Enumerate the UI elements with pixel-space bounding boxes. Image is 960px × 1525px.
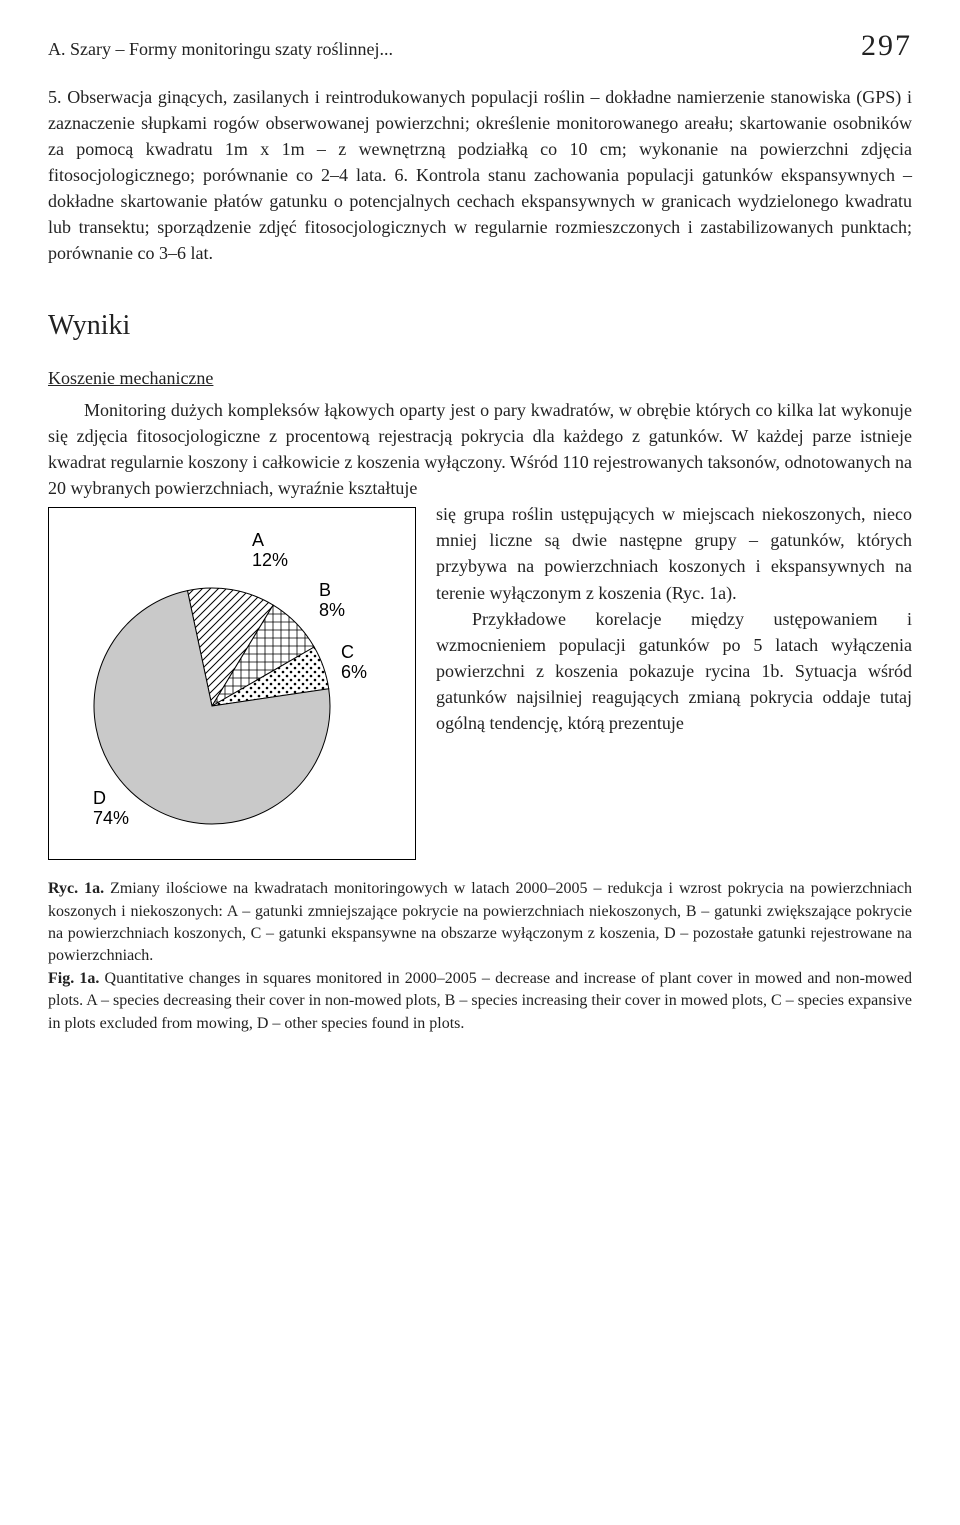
results-side-paragraph-1: się grupa roślin ustępujących w miejscac… — [436, 501, 912, 605]
caption-ryc-text: Zmiany ilościowe na kwadratach monitorin… — [48, 880, 912, 964]
pie-percent-c: 6% — [341, 662, 367, 682]
pie-percent-d: 74% — [93, 808, 129, 828]
pie-percent-a: 12% — [252, 550, 288, 570]
caption-fig-label: Fig. 1a. — [48, 970, 99, 987]
results-side-column: się grupa roślin ustępujących w miejscac… — [436, 501, 912, 736]
pie-chart-panel: A12% B8% C6% D74% — [48, 507, 416, 860]
pie-label-c: C — [341, 642, 354, 662]
page-number: 297 — [861, 24, 912, 68]
running-title: A. Szary – Formy monitoringu szaty rośli… — [48, 36, 393, 62]
figure-caption: Ryc. 1a. Zmiany ilościowe na kwadratach … — [48, 878, 912, 1035]
results-intro-text: Monitoring dużych kompleksów łąkowych op… — [48, 400, 912, 498]
caption-ryc-label: Ryc. 1a. — [48, 880, 104, 897]
results-heading: Wyniki — [48, 306, 912, 347]
pie-chart: A12% B8% C6% D74% — [57, 518, 387, 838]
results-two-column: A12% B8% C6% D74% się grupa roślin ustępują… — [48, 501, 912, 860]
results-side-paragraph-2: Przykładowe korelacje między ustępowanie… — [436, 606, 912, 736]
caption-fig-text: Quantitative changes in squares monitore… — [48, 970, 912, 1032]
results-side-paragraph-2-text: Przykładowe korelacje między ustępowanie… — [436, 609, 912, 733]
results-intro: Monitoring dużych kompleksów łąkowych op… — [48, 397, 912, 501]
page-header: A. Szary – Formy monitoringu szaty rośli… — [48, 24, 912, 68]
body-paragraph: 5. Obserwacja ginących, zasilanych i rei… — [48, 84, 912, 267]
results-subheading: Koszenie mechaniczne — [48, 365, 912, 391]
pie-label-d: D — [93, 788, 106, 808]
pie-label-a: A — [252, 530, 264, 550]
pie-percent-b: 8% — [319, 600, 345, 620]
pie-label-b: B — [319, 580, 331, 600]
